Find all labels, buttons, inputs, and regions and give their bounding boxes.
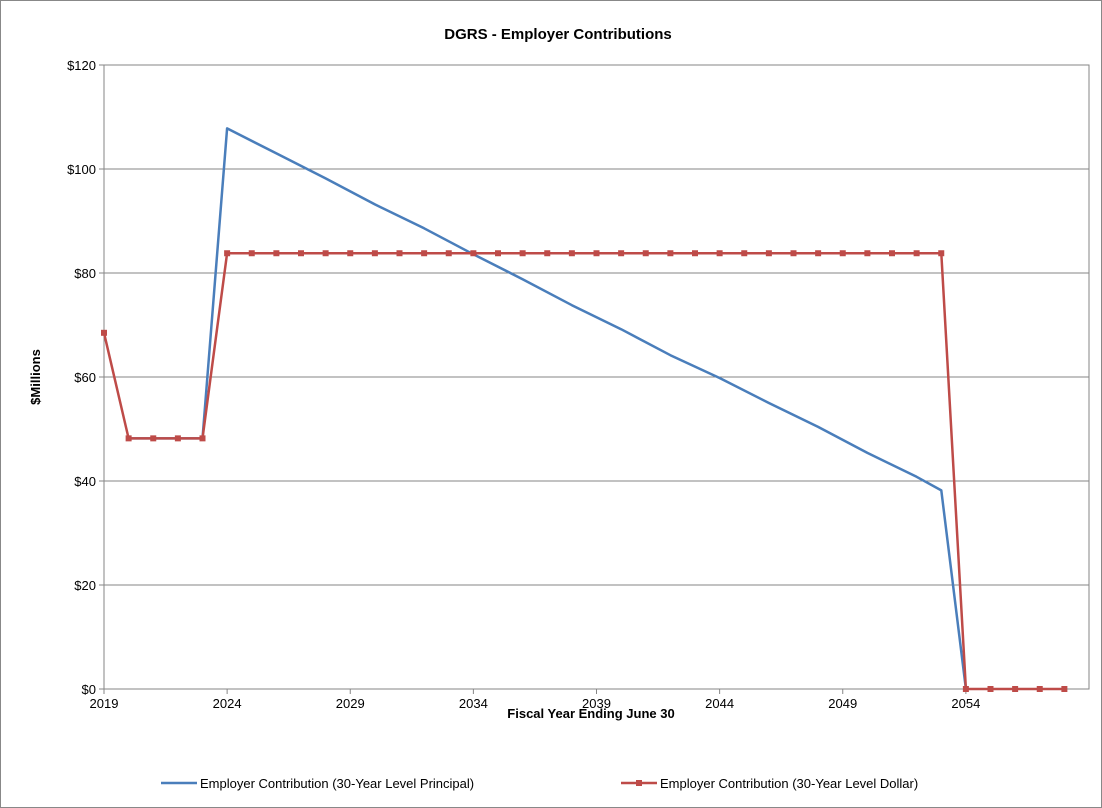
y-tick-labels: $0 $20 $40 $60 $80 $100 $120 bbox=[67, 58, 96, 697]
data-point-marker bbox=[248, 250, 255, 257]
legend-label-2: Employer Contribution (30-Year Level Dol… bbox=[660, 776, 918, 791]
series-line-1 bbox=[128, 127, 968, 690]
series-line-2 bbox=[102, 251, 1065, 691]
data-point-marker bbox=[322, 250, 329, 257]
data-point-marker bbox=[864, 250, 871, 257]
data-point-marker bbox=[568, 250, 575, 257]
data-point-marker bbox=[199, 435, 206, 442]
data-point-marker bbox=[224, 250, 231, 257]
data-point-marker bbox=[839, 250, 846, 257]
data-point-marker bbox=[913, 250, 920, 257]
data-point-marker bbox=[692, 250, 698, 257]
x-tick-label: 2029 bbox=[336, 696, 365, 711]
data-point-marker bbox=[716, 250, 723, 257]
y-tick-label: $60 bbox=[74, 370, 96, 385]
data-point-marker bbox=[1012, 686, 1019, 692]
chart-title: DGRS - Employer Contributions bbox=[444, 26, 672, 43]
x-tick-label: 2054 bbox=[951, 696, 980, 711]
data-point-marker bbox=[815, 250, 822, 257]
data-point-marker bbox=[618, 250, 625, 257]
data-point-marker bbox=[495, 250, 501, 257]
x-tick-label: 2044 bbox=[705, 696, 734, 711]
x-tick-labels: 2019 2024 2029 2034 2039 2044 2049 2054 bbox=[90, 696, 981, 711]
data-point-marker bbox=[790, 250, 797, 257]
data-point-marker bbox=[371, 250, 378, 257]
data-point-marker bbox=[125, 435, 132, 442]
data-point-marker bbox=[667, 250, 674, 257]
data-point-marker bbox=[593, 250, 600, 257]
series-layer bbox=[101, 127, 1068, 692]
y-tick-label: $100 bbox=[67, 162, 96, 177]
data-point-marker bbox=[470, 250, 477, 257]
x-tick-label: 2019 bbox=[90, 696, 119, 711]
y-axis-title: $Millions bbox=[28, 349, 43, 405]
x-tick-label: 2034 bbox=[459, 696, 488, 711]
x-axis-title: Fiscal Year Ending June 30 bbox=[507, 706, 674, 721]
data-point-marker bbox=[987, 686, 994, 692]
plot-area-border bbox=[103, 64, 1090, 690]
data-point-marker bbox=[889, 250, 895, 257]
legend-marker bbox=[636, 780, 642, 786]
data-point-marker bbox=[396, 250, 403, 257]
data-point-marker bbox=[1061, 686, 1068, 692]
data-point-marker bbox=[519, 250, 526, 257]
y-tick-label: $80 bbox=[74, 266, 96, 281]
data-point-marker bbox=[174, 435, 181, 442]
y-tick-label: $20 bbox=[74, 578, 96, 593]
data-point-marker bbox=[421, 250, 428, 257]
legend-label-1: Employer Contribution (30-Year Level Pri… bbox=[200, 776, 474, 791]
data-point-marker bbox=[938, 250, 945, 257]
grid-layer bbox=[99, 64, 1089, 694]
y-tick-label: $40 bbox=[74, 474, 96, 489]
data-point-marker bbox=[347, 250, 354, 257]
x-tick-label: 2024 bbox=[213, 696, 242, 711]
legend: Employer Contribution (30-Year Level Pri… bbox=[161, 776, 918, 791]
data-point-marker bbox=[298, 250, 304, 257]
data-point-marker bbox=[642, 250, 649, 257]
y-tick-label: $0 bbox=[82, 682, 96, 697]
x-tick-label: 2039 bbox=[582, 696, 611, 711]
y-tick-label: $120 bbox=[67, 58, 96, 73]
data-point-marker bbox=[1036, 686, 1043, 692]
data-point-marker bbox=[445, 250, 452, 257]
data-point-marker bbox=[962, 686, 969, 692]
data-point-marker bbox=[101, 329, 107, 336]
data-point-marker bbox=[741, 250, 748, 257]
x-tick-label: 2049 bbox=[828, 696, 857, 711]
data-point-marker bbox=[544, 250, 551, 257]
data-point-marker bbox=[273, 250, 280, 257]
data-point-marker bbox=[765, 250, 772, 257]
data-point-marker bbox=[150, 435, 157, 442]
